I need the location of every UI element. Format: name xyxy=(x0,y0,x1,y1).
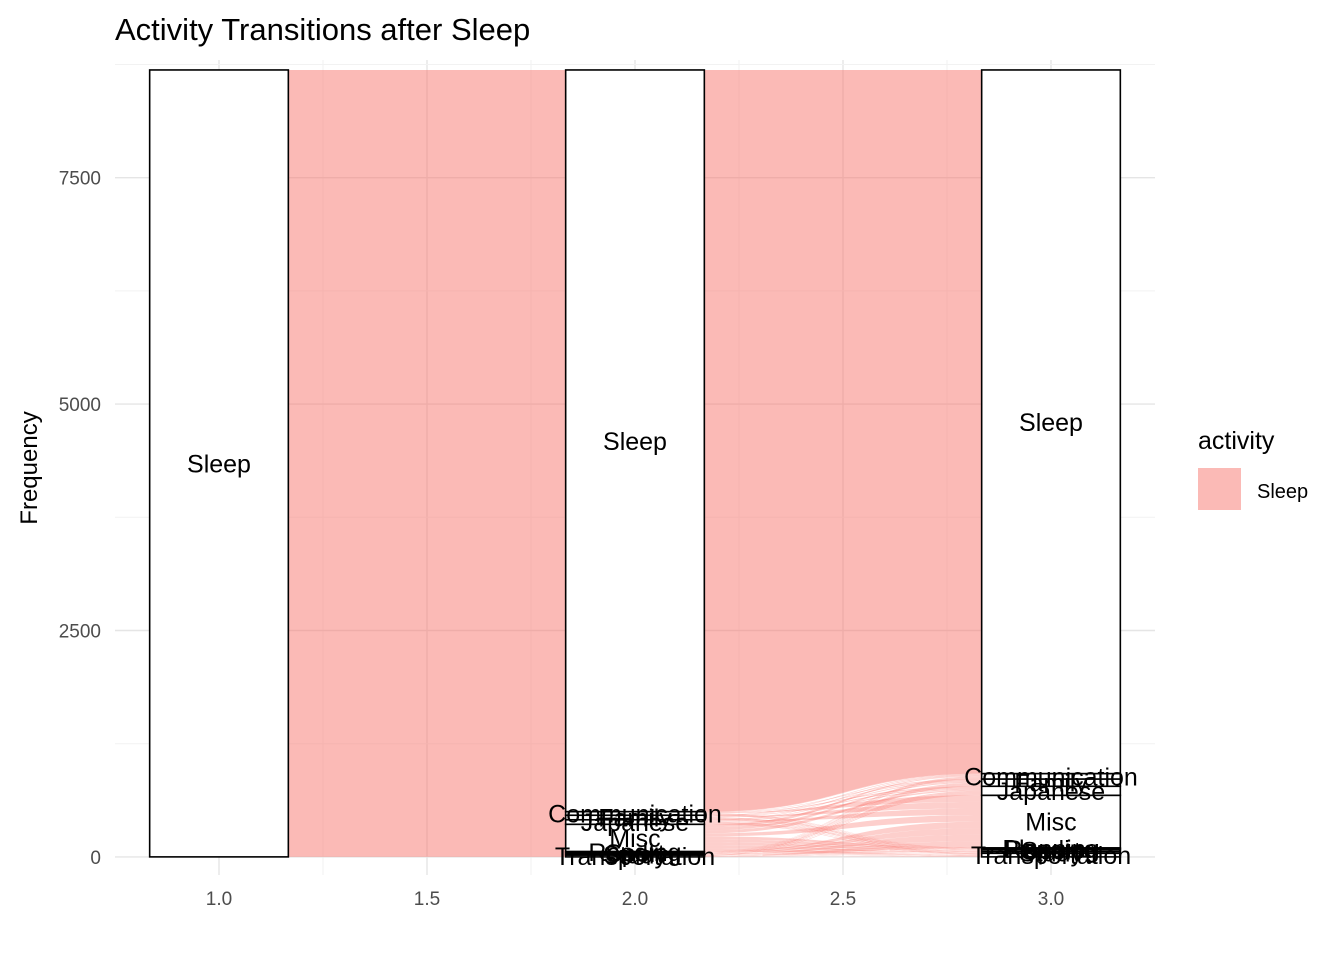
y-tick-label: 5000 xyxy=(59,395,101,416)
y-axis-title: Frequency xyxy=(16,411,43,524)
legend: activity Sleep xyxy=(1198,427,1308,510)
stratum-label-axis3-misc: Misc xyxy=(1025,809,1076,837)
legend-label-sleep: Sleep xyxy=(1257,481,1308,503)
flow-sleep-2-3 xyxy=(704,70,981,812)
x-tick-label: 3.0 xyxy=(1038,889,1064,910)
x-tick-label: 2.0 xyxy=(622,889,648,910)
stratum-label-axis2-sleep: Sleep xyxy=(603,428,667,456)
stratum-label-axis2-communication: Communication xyxy=(548,800,722,828)
legend-title: activity xyxy=(1198,427,1275,455)
legend-key-sleep xyxy=(1198,468,1241,510)
chart-title: Activity Transitions after Sleep xyxy=(115,12,530,47)
x-tick-label: 1.0 xyxy=(206,889,232,910)
stratum-label-axis3-planning: Planning xyxy=(1002,835,1099,863)
stratum-label-axis3-communication: Communication xyxy=(964,763,1138,791)
y-tick-label: 7500 xyxy=(59,169,101,190)
flow-sleep-1-2 xyxy=(288,70,565,857)
x-tick-label: 2.5 xyxy=(830,889,856,910)
y-tick-label: 2500 xyxy=(59,622,101,643)
y-tick-label: 0 xyxy=(90,848,101,869)
x-tick-label: 1.5 xyxy=(414,889,440,910)
stratum-label-axis1-sleep: Sleep xyxy=(187,450,251,478)
stratum-label-axis3-sleep: Sleep xyxy=(1019,409,1083,437)
